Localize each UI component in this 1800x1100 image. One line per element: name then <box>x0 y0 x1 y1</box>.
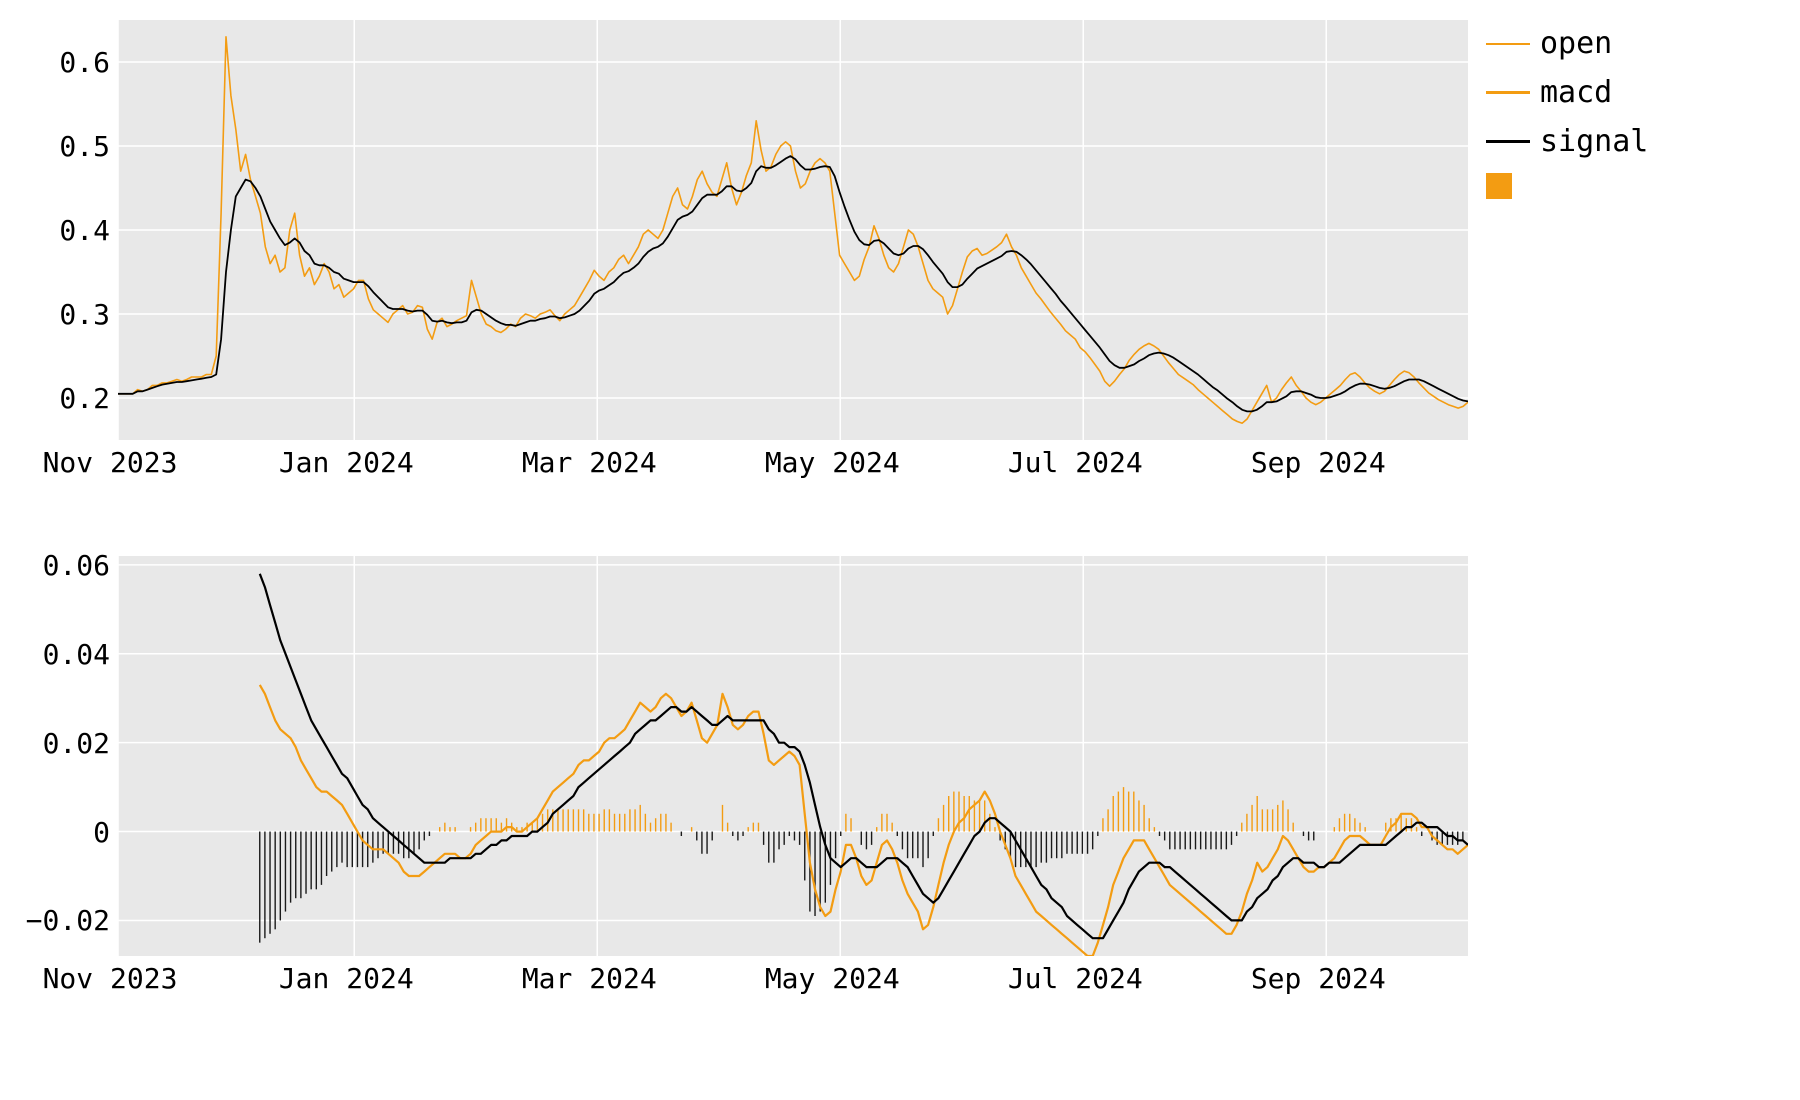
price-y-tick-labels: 0.2 0.3 0.4 0.5 0.6 <box>20 20 118 440</box>
legend-label: macd <box>1540 75 1612 110</box>
macd-plot-area <box>118 556 1468 956</box>
x-tick-label: Mar 2024 <box>522 446 657 479</box>
price-x-tick-labels: Nov 2023Jan 2024Mar 2024May 2024Jul 2024… <box>110 446 1460 486</box>
y-tick-label: 0.4 <box>59 214 110 247</box>
legend-swatch-line <box>1486 91 1530 94</box>
legend-item <box>1486 173 1648 199</box>
legend-label: signal <box>1540 124 1648 159</box>
x-tick-label: Mar 2024 <box>522 962 657 995</box>
y-tick-label: 0.06 <box>43 549 110 582</box>
x-tick-label: Jul 2024 <box>1008 446 1143 479</box>
y-tick-label: 0.6 <box>59 46 110 79</box>
legend-item: macd <box>1486 75 1648 110</box>
x-tick-label: Sep 2024 <box>1251 962 1386 995</box>
panels-column: 0.2 0.3 0.4 0.5 0.6 Nov 2023 Jan 2024 Mar 2024… <box>20 20 1468 1002</box>
price-panel: 0.2 0.3 0.4 0.5 0.6 Nov 2023 Jan 2024 Mar 2024… <box>20 20 1468 486</box>
figure: 0.2 0.3 0.4 0.5 0.6 Nov 2023 Jan 2024 Mar 2024… <box>20 20 1780 1002</box>
y-tick-label: −0.02 <box>26 904 110 937</box>
legend-swatch-line <box>1486 140 1530 143</box>
x-tick-label: Sep 2024 <box>1251 446 1386 479</box>
y-tick-label: 0.5 <box>59 130 110 163</box>
x-tick-label: May 2024 <box>765 446 900 479</box>
y-tick-label: 0.04 <box>43 638 110 671</box>
macd-panel: −0.0200.020.040.06 Nov 2023Jan 2024Mar 2… <box>20 556 1468 1002</box>
legend-item: open <box>1486 26 1648 61</box>
price-svg <box>118 20 1468 440</box>
legend-item: signal <box>1486 124 1648 159</box>
x-tick-label: Jan 2024 <box>279 446 414 479</box>
x-tick-label: Jan 2024 <box>279 962 414 995</box>
legend-swatch-box <box>1486 173 1512 199</box>
x-tick-label: Nov 2023 <box>43 962 178 995</box>
x-tick-label: Jul 2024 <box>1008 962 1143 995</box>
y-tick-label: 0 <box>93 816 110 849</box>
price-plot-area <box>118 20 1468 440</box>
y-tick-label: 0.2 <box>59 382 110 415</box>
legend-swatch-line <box>1486 43 1530 45</box>
x-tick-label: Nov 2023 <box>43 446 178 479</box>
macd-x-tick-labels: Nov 2023Jan 2024Mar 2024May 2024Jul 2024… <box>110 962 1460 1002</box>
legend: open macd signal <box>1468 20 1648 1002</box>
y-tick-label: 0.02 <box>43 727 110 760</box>
macd-svg <box>118 556 1468 956</box>
y-tick-label: 0.3 <box>59 298 110 331</box>
legend-label: open <box>1540 26 1612 61</box>
macd-y-tick-labels: −0.0200.020.040.06 <box>20 556 118 956</box>
x-tick-label: May 2024 <box>765 962 900 995</box>
